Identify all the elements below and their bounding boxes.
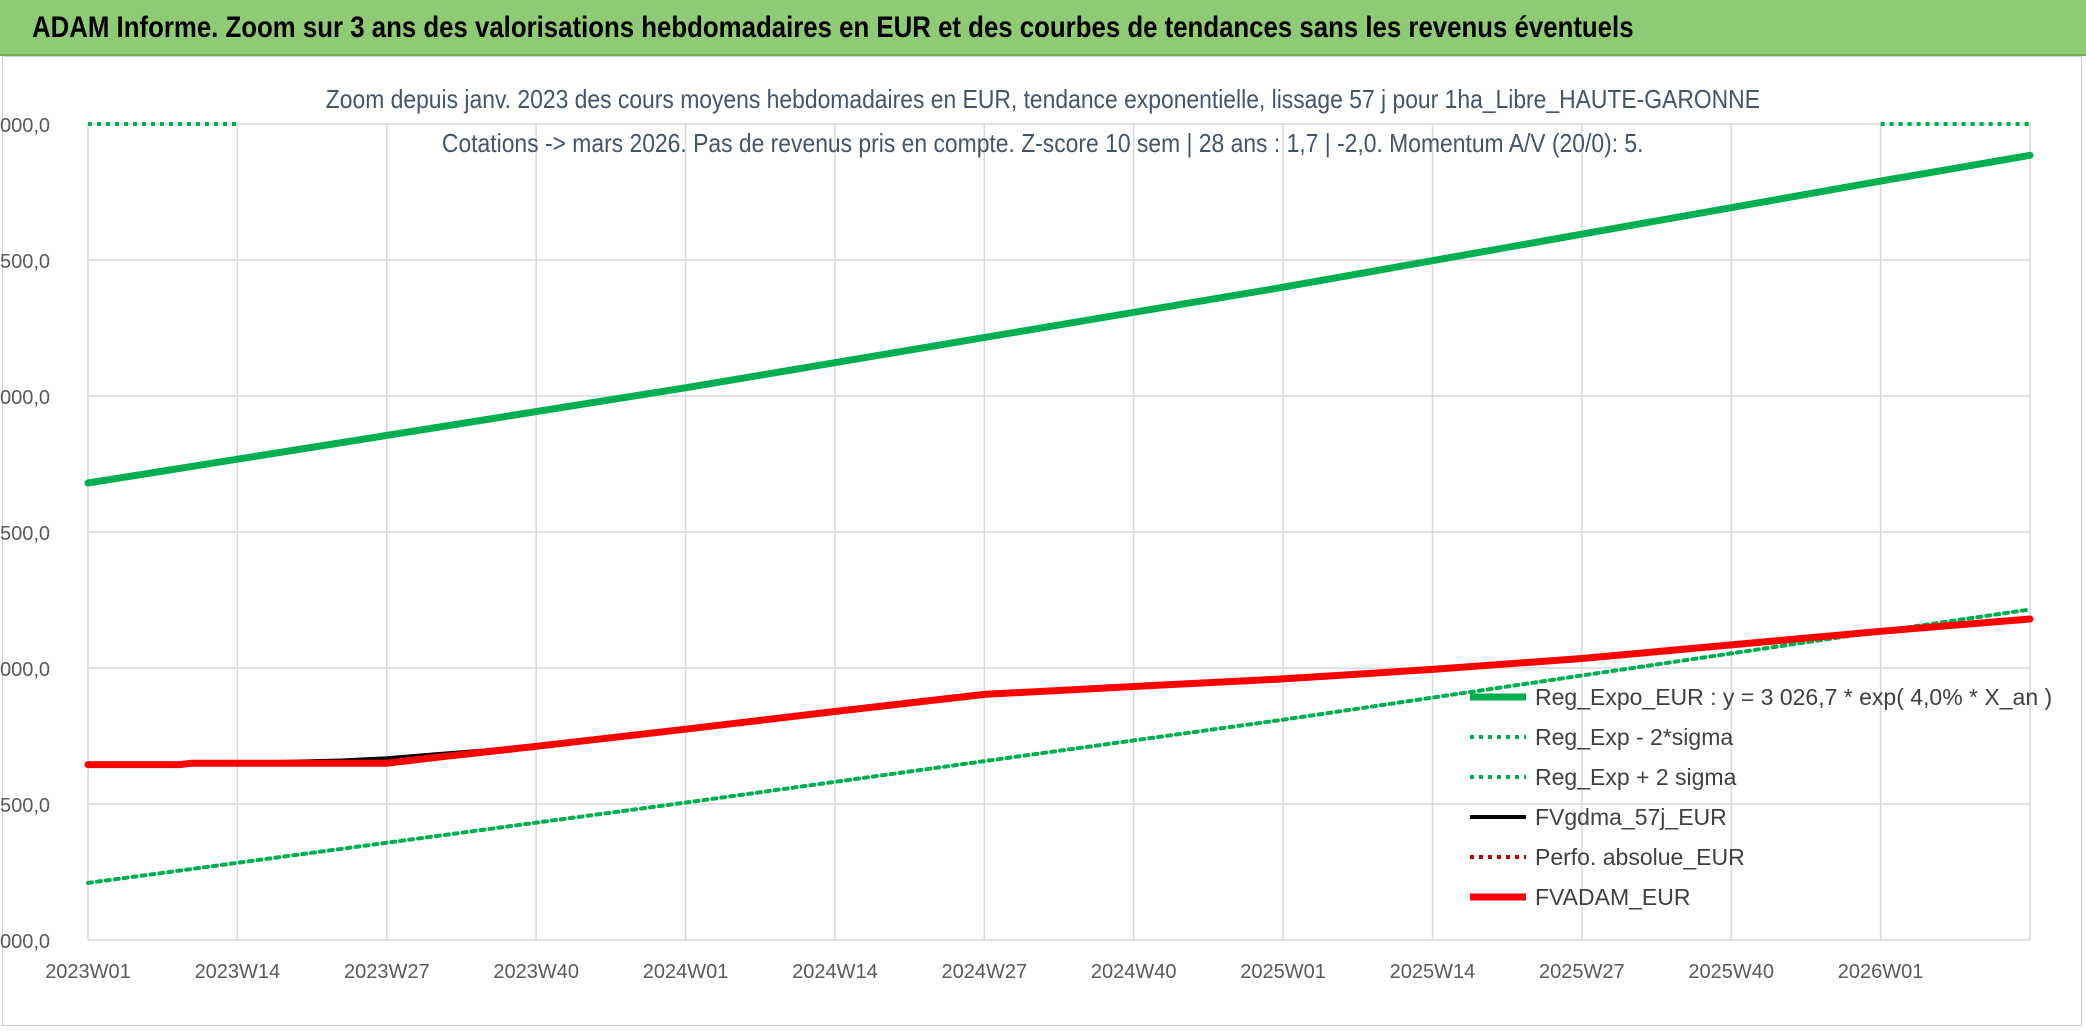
x-tick-label: 2023W14: [195, 961, 281, 983]
series-line-reg-expo-eur-y-3-026-7-exp-4-0-x-an: [84, 151, 2034, 487]
header-band: ADAM Informe. Zoom sur 3 ans des valoris…: [0, 0, 2086, 56]
chart-title: Zoom depuis janv. 2023 des cours moyens …: [325, 84, 1761, 114]
legend: Reg_Expo_EUR : y = 3 026,7 * exp( 4,0% *…: [1470, 684, 2052, 910]
legend-label: FVADAM_EUR: [1535, 884, 1691, 910]
y-tick-label: 7 500,0: [0, 795, 50, 817]
legend-label: Perfo. absolue_EUR: [1535, 844, 1745, 870]
y-tick-label: 9 500,0: [0, 251, 50, 273]
chart-subtitle: Cotations -> mars 2026. Pas de revenus p…: [442, 128, 1644, 158]
legend-label: Reg_Exp + 2 sigma: [1535, 764, 1737, 790]
y-tick-label: 8 000,0: [0, 659, 50, 681]
legend-label: Reg_Expo_EUR : y = 3 026,7 * exp( 4,0% *…: [1535, 684, 2052, 710]
y-tick-label: 7 000,0: [0, 931, 50, 953]
x-tick-label: 2024W27: [941, 961, 1027, 983]
x-tick-label: 2025W27: [1539, 961, 1625, 983]
x-tick-label: 2024W40: [1091, 961, 1177, 983]
x-tick-label: 2025W14: [1390, 961, 1476, 983]
x-tick-label: 2023W40: [493, 961, 579, 983]
series-line-fvadam-eur: [84, 615, 2034, 769]
y-tick-label: 9 000,0: [0, 387, 50, 409]
x-tick-label: 2025W40: [1688, 961, 1774, 983]
x-tick-label: 2024W01: [643, 961, 729, 983]
legend-label: FVgdma_57j_EUR: [1535, 804, 1727, 830]
grid-layer: [87, 123, 2031, 941]
x-tick-label: 2026W01: [1838, 961, 1924, 983]
x-tick-label: 2023W01: [45, 961, 131, 983]
page-title: ADAM Informe. Zoom sur 3 ans des valoris…: [32, 11, 1634, 44]
chart-frame: [2, 56, 2082, 1026]
axis-layer: 7 000,0 7 500,0 8 000,0 8 500,0 9 000,0 9 500…: [0, 115, 1923, 983]
x-tick-label: 2024W14: [792, 961, 878, 983]
y-tick-label: 8 500,0: [0, 523, 50, 545]
legend-label: Reg_Exp - 2*sigma: [1535, 724, 1733, 750]
y-tick-label: 10 000,0: [0, 115, 50, 137]
series-line-reg-exp-2-sigma: [86, 607, 2032, 885]
series-layer: [84, 122, 2034, 885]
x-tick-label: 2023W27: [344, 961, 430, 983]
x-tick-label: 2025W01: [1240, 961, 1326, 983]
